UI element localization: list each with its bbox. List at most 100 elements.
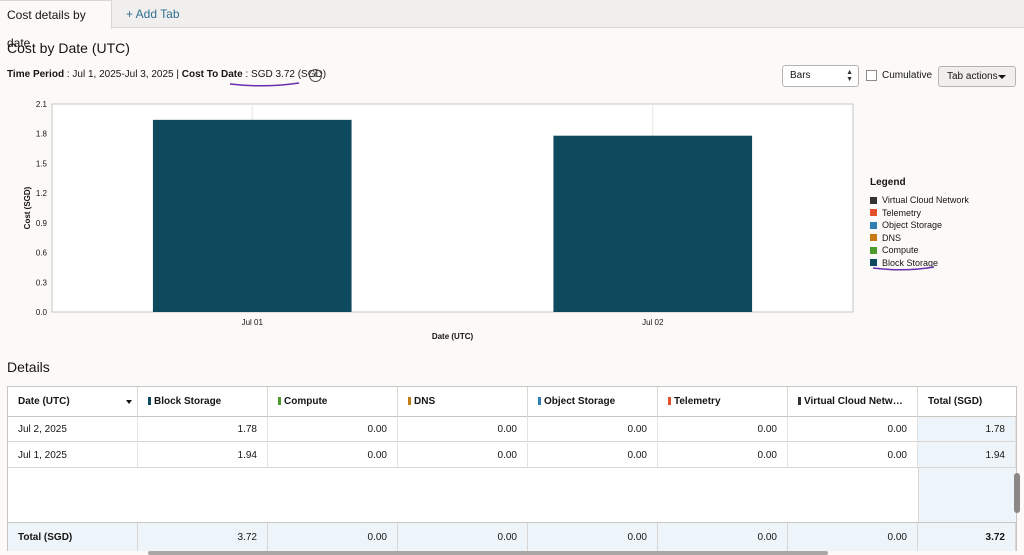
- row-value: 0.00: [398, 417, 528, 441]
- column-header-label: Compute: [284, 396, 328, 407]
- y-tick-label: 0.6: [36, 249, 48, 258]
- column-header-label: Telemetry: [674, 396, 721, 407]
- table-total-row: Total (SGD) 3.72 0.00 0.00 0.00 0.00 0.00 3.72: [8, 522, 1016, 551]
- total-value: 3.72: [918, 523, 1016, 551]
- y-tick-label: 2.1: [36, 100, 48, 109]
- total-value: 0.00: [788, 523, 918, 551]
- table-row[interactable]: Jul 2, 2025 1.78 0.00 0.00 0.00 0.00 0.00 1.78: [8, 417, 1016, 442]
- total-value: 0.00: [268, 523, 398, 551]
- chart-type-select[interactable]: Bars ▲ ▼: [782, 65, 859, 87]
- row-value: 1.94: [138, 443, 268, 467]
- updown-chevron-icon: ▲ ▼: [846, 69, 853, 83]
- total-value: 3.72: [138, 523, 268, 551]
- tab-actions-button[interactable]: Tab actions: [938, 66, 1016, 87]
- column-header-label: Total (SGD): [928, 396, 983, 407]
- cost-to-date-separator: :: [245, 69, 249, 80]
- y-tick-label: 0.3: [36, 278, 48, 287]
- series-color-mark: [148, 397, 151, 405]
- total-value: 0.00: [528, 523, 658, 551]
- y-tick-label: 0.9: [36, 219, 48, 228]
- legend-item: Block Storage: [870, 257, 969, 270]
- cost-to-date-label: Cost To Date: [181, 69, 243, 80]
- vertical-scrollbar[interactable]: [1014, 473, 1020, 513]
- row-value: 0.00: [658, 443, 788, 467]
- row-value: 0.00: [268, 417, 398, 441]
- column-header[interactable]: DNS: [398, 387, 528, 417]
- row-value: 0.00: [788, 443, 918, 467]
- chart-legend: Legend Virtual Cloud Network Telemetry Obj…: [870, 177, 969, 269]
- total-value: 0.00: [398, 523, 528, 551]
- add-tab-link[interactable]: + Add Tab: [126, 7, 180, 21]
- y-tick-label: 1.5: [36, 159, 48, 168]
- info-icon[interactable]: i: [309, 69, 322, 82]
- legend-swatch: [870, 259, 877, 267]
- table-header: Date (UTC) Block Storage Compute DNS Object …: [8, 387, 1016, 417]
- tab-cost-details-by-date[interactable]: Cost details by date: [0, 0, 112, 50]
- row-value: 0.00: [398, 443, 528, 467]
- column-header[interactable]: Telemetry: [658, 387, 788, 417]
- row-value: 0.00: [268, 443, 398, 467]
- legend-swatch: [870, 221, 877, 229]
- cost-to-date-value: SGD 3.72 (SGD): [251, 69, 327, 80]
- caret-down-icon: [998, 75, 1006, 79]
- legend-swatch: [870, 196, 877, 204]
- y-tick-label: 0.0: [36, 308, 48, 317]
- legend-item: Compute: [870, 244, 969, 257]
- column-header[interactable]: Total (SGD): [918, 387, 1016, 417]
- column-header[interactable]: Object Storage: [528, 387, 658, 417]
- legend-label: Block Storage: [882, 257, 939, 268]
- bar-jul-01: [152, 119, 352, 312]
- horizontal-scrollbar[interactable]: [148, 551, 828, 555]
- row-value: 1.94: [918, 443, 1016, 467]
- y-tick-label: 1.2: [36, 189, 48, 198]
- legend-swatch: [870, 209, 877, 217]
- legend-item: Telemetry: [870, 207, 969, 220]
- page-title: Cost by Date (UTC): [7, 40, 130, 56]
- details-title: Details: [7, 359, 50, 375]
- x-tick-label: Jul 02: [642, 318, 664, 327]
- column-header-label: Block Storage: [154, 396, 222, 407]
- annotation-underline-cost: [229, 82, 300, 87]
- details-table: Date (UTC) Block Storage Compute DNS Object …: [7, 386, 1017, 551]
- column-header[interactable]: Date (UTC): [8, 387, 138, 417]
- column-header[interactable]: Block Storage: [138, 387, 268, 417]
- tab-bar: Cost details by date + Add Tab: [0, 0, 1024, 50]
- y-axis-label: Cost (SGD): [23, 186, 32, 229]
- x-axis-label: Date (UTC): [432, 332, 474, 341]
- legend-item: DNS: [870, 232, 969, 245]
- annotation-underline-legend: [872, 266, 935, 271]
- time-period-label: Time Period: [7, 69, 65, 80]
- row-date: Jul 1, 2025: [8, 443, 138, 467]
- row-value: 0.00: [528, 443, 658, 467]
- summary-line: Time Period : Jul 1, 2025-Jul 3, 2025 | …: [7, 69, 326, 80]
- legend-label: DNS: [882, 232, 902, 243]
- legend-item: Virtual Cloud Network: [870, 194, 969, 207]
- series-color-mark: [538, 397, 541, 405]
- total-label: Total (SGD): [8, 523, 138, 551]
- series-color-mark: [408, 397, 411, 405]
- chart-type-selected: Bars: [790, 70, 811, 81]
- legend-label: Object Storage: [882, 220, 943, 231]
- series-color-mark: [668, 397, 671, 405]
- row-value: 1.78: [918, 417, 1016, 441]
- tab-actions-label: Tab actions: [947, 71, 998, 82]
- total-value: 0.00: [658, 523, 788, 551]
- x-tick-label: Jul 01: [242, 318, 264, 327]
- row-value: 1.78: [138, 417, 268, 441]
- sort-caret-icon: [126, 400, 132, 404]
- legend-label: Virtual Cloud Network: [882, 195, 969, 206]
- column-header[interactable]: Compute: [268, 387, 398, 417]
- legend-swatch: [870, 234, 877, 242]
- bar-jul-02: [553, 135, 753, 312]
- column-header-label: Date (UTC): [18, 396, 70, 407]
- table-row[interactable]: Jul 1, 2025 1.94 0.00 0.00 0.00 0.00 0.00 1.94: [8, 443, 1016, 468]
- column-header[interactable]: Virtual Cloud Netw…: [788, 387, 918, 417]
- cost-bar-chart: 0.0 0.3 0.6 0.9 1.2 1.5 1.8 2.1 Jul 01 Jul 02 Date…: [23, 100, 854, 341]
- column-header-label: Object Storage: [544, 396, 616, 407]
- cumulative-label: Cumulative: [882, 70, 933, 81]
- legend-label: Telemetry: [882, 207, 922, 218]
- y-tick-label: 1.8: [36, 130, 48, 139]
- cumulative-checkbox[interactable]: [866, 70, 877, 81]
- legend-label: Compute: [882, 245, 919, 256]
